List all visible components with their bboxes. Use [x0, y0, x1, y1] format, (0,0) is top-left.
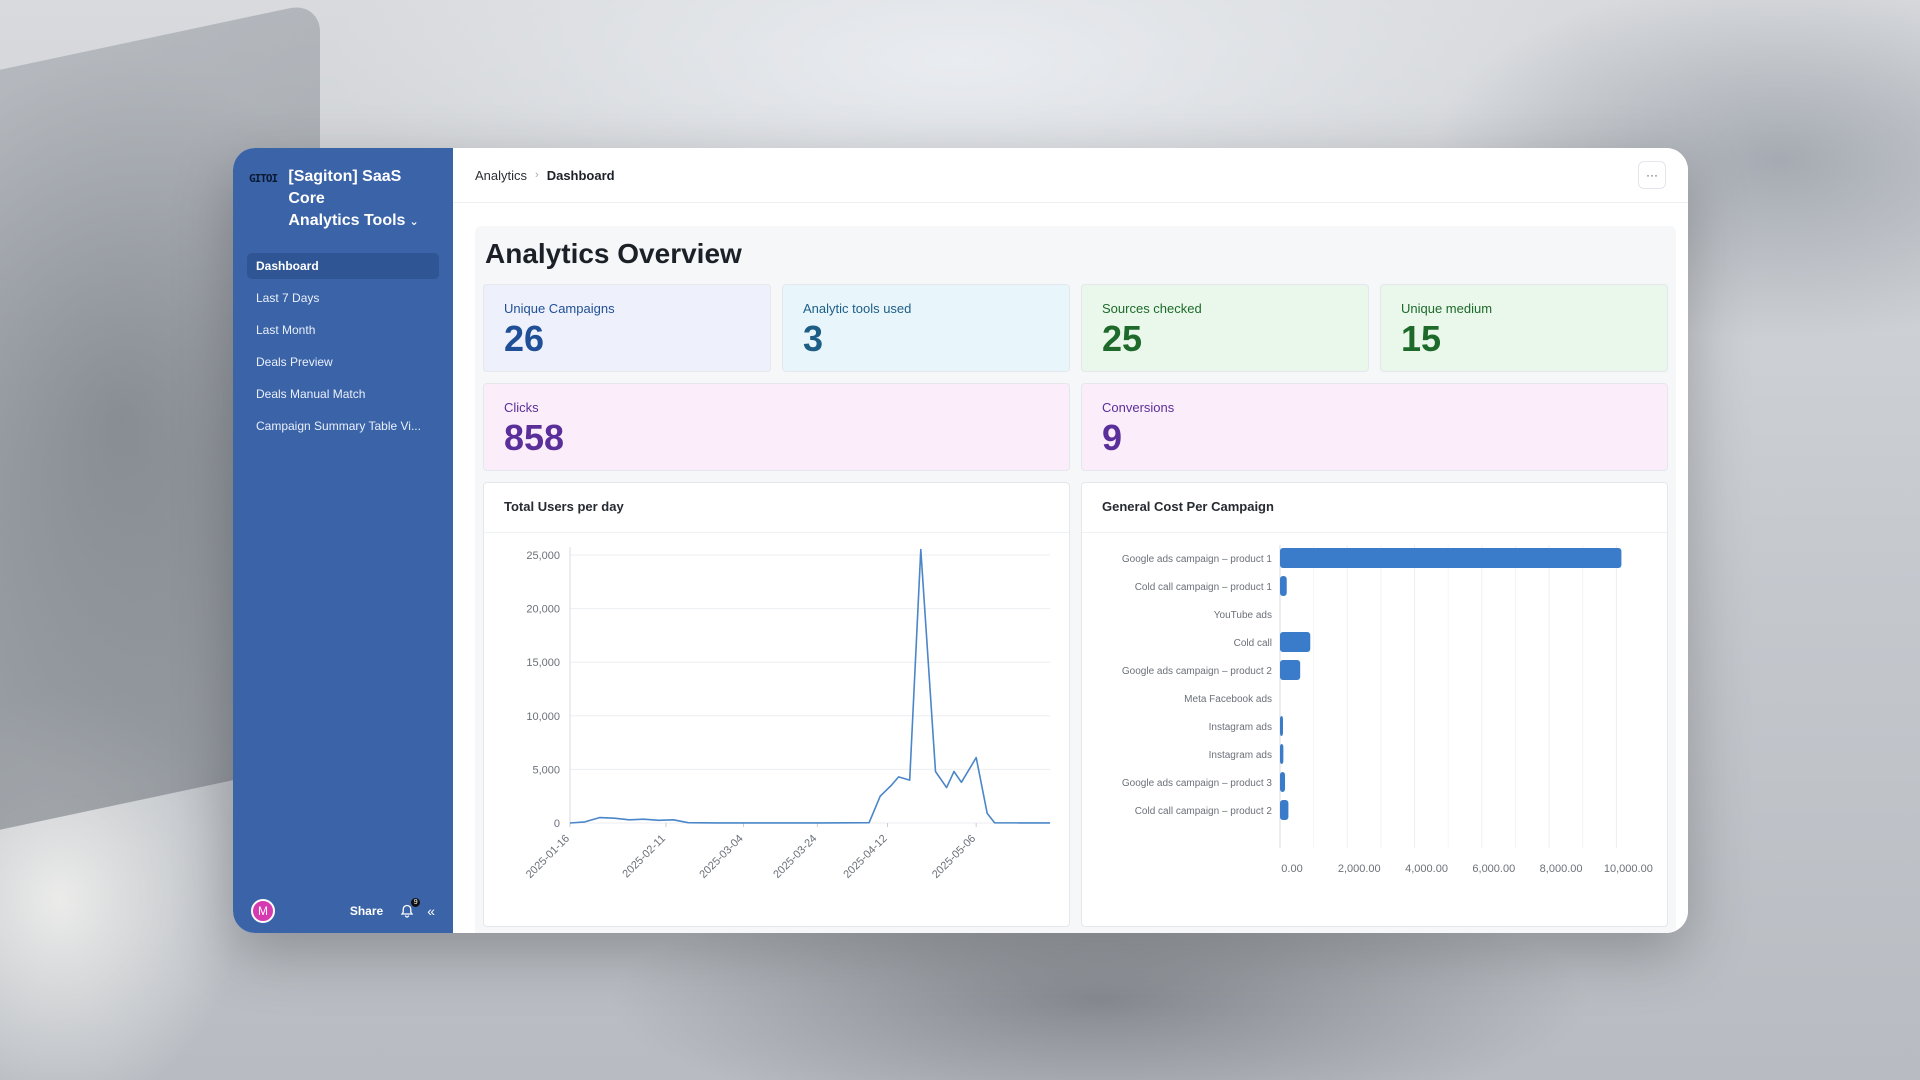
sidebar-item-campaign-summary-table-vi[interactable]: Campaign Summary Table Vi...	[256, 419, 421, 433]
sidebar-item-deals-manual-match[interactable]: Deals Manual Match	[256, 387, 366, 401]
bar[interactable]	[1280, 772, 1286, 792]
category-label: Cold call campaign – product 2	[1135, 806, 1273, 817]
x-tick-label: 2025-04-12	[841, 833, 889, 881]
series-line	[569, 548, 1050, 824]
sidebar-item-deals-preview[interactable]: Deals Preview	[256, 355, 333, 369]
sidebar-item-last-7-days[interactable]: Last 7 Days	[256, 291, 320, 305]
bar[interactable]	[1280, 632, 1311, 652]
bell-icon[interactable]: 9	[399, 897, 421, 919]
bar[interactable]	[1280, 716, 1283, 736]
y-tick-label: 25,000	[526, 550, 560, 562]
category-label: Instagram ads	[1209, 722, 1272, 733]
x-tick-label: 2025-05-06	[930, 833, 978, 881]
x-tick-label: 2025-03-04	[697, 833, 745, 881]
workspace-logo: GITOI	[249, 172, 278, 185]
category-label: Cold call	[1234, 638, 1272, 649]
chart-title: General Cost Per Campaign	[1082, 483, 1667, 533]
stat-clicks[interactable]: Clicks 858	[483, 383, 1070, 471]
category-label: YouTube ads	[1214, 610, 1272, 621]
category-label: Google ads campaign – product 1	[1122, 554, 1273, 565]
x-tick-label: 2,000.00	[1338, 863, 1381, 875]
topbar: Analytics › Dashboard ···	[453, 148, 1688, 203]
chevron-right-icon: ›	[535, 169, 539, 181]
app-window: GITOI [Sagiton] SaaS Core Analytics Tool…	[233, 148, 1688, 933]
stat-value: 25	[1102, 318, 1143, 359]
stat-row-1: Unique Campaigns 26 Analytic tools used …	[483, 284, 1668, 372]
category-label: Meta Facebook ads	[1184, 694, 1272, 705]
y-tick-label: 0	[554, 818, 560, 830]
y-tick-label: 10,000	[526, 711, 560, 723]
page-title: Analytics Overview	[485, 238, 742, 269]
double-chevron-left-icon[interactable]: «	[427, 902, 435, 919]
stat-value: 26	[504, 318, 545, 359]
sidebar: GITOI [Sagiton] SaaS Core Analytics Tool…	[233, 148, 453, 933]
x-tick-label: 2025-03-24	[771, 833, 819, 881]
bar[interactable]	[1280, 744, 1284, 764]
workspace-switcher[interactable]: GITOI [Sagiton] SaaS Core Analytics Tool…	[233, 148, 453, 233]
notification-badge: 9	[411, 897, 421, 907]
bell-icon-graphic	[400, 904, 414, 918]
chevron-down-icon: ⌄	[409, 216, 419, 228]
avatar[interactable]: M	[251, 898, 275, 923]
breadcrumb-current: Dashboard	[546, 167, 615, 183]
workspace-title-line2-wrap: Analytics Tools ⌄	[288, 210, 439, 233]
stat-label: Sources checked	[1102, 301, 1202, 316]
chart-row: Total Users per day 25,000 20,000 15,000 10…	[483, 482, 1668, 927]
users-per-day-chart: Total Users per day 25,000 20,000 15,000 10…	[483, 482, 1070, 927]
x-tick-label: 10,000.00	[1604, 863, 1653, 875]
stat-unique-campaigns[interactable]: Unique Campaigns 26	[483, 284, 771, 372]
x-tick-label: 0.00	[1281, 863, 1302, 875]
category-label: Instagram ads	[1209, 750, 1272, 761]
chart-title: Total Users per day	[484, 483, 1069, 533]
stat-value: 15	[1401, 318, 1442, 359]
sidebar-nav: Dashboard Last 7 Days Last Month Deals Prev…	[233, 253, 453, 439]
category-label: Google ads campaign – product 2	[1122, 666, 1273, 677]
x-tick-label: 6,000.00	[1472, 863, 1515, 875]
x-tick-label: 8,000.00	[1540, 863, 1583, 875]
y-tick-label: 15,000	[526, 657, 560, 669]
workspace-title: [Sagiton] SaaS Core Analytics Tools ⌄	[288, 166, 439, 233]
stat-label: Conversions	[1102, 400, 1175, 415]
breadcrumb-root[interactable]: Analytics	[475, 167, 528, 183]
stat-value: 858	[504, 417, 565, 458]
bar[interactable]	[1280, 548, 1622, 568]
stat-unique-medium[interactable]: Unique medium 15	[1380, 284, 1668, 372]
stat-label: Unique Campaigns	[504, 301, 615, 316]
workspace-title-line2: Analytics Tools	[288, 212, 406, 229]
dashboard-content: Analytics Overview Unique Campaigns 26 A…	[475, 226, 1676, 933]
stat-label: Analytic tools used	[803, 301, 912, 316]
line-chart-svg: 25,000 20,000 15,000 10,000 5,000 0 2025-01-16…	[524, 547, 1050, 881]
sidebar-item-dashboard[interactable]: Dashboard	[247, 253, 439, 279]
y-tick-label: 5,000	[532, 764, 560, 776]
stat-conversions[interactable]: Conversions 9	[1081, 383, 1668, 471]
sidebar-item-last-month[interactable]: Last Month	[256, 323, 316, 337]
stat-sources-checked[interactable]: Sources checked 25	[1081, 284, 1369, 372]
stat-label: Clicks	[504, 400, 539, 415]
workspace-title-line1: [Sagiton] SaaS Core	[288, 168, 402, 207]
main-area: Analytics › Dashboard ··· Analytics Over…	[453, 148, 1688, 933]
stat-label: Unique medium	[1401, 301, 1493, 316]
stat-analytic-tools[interactable]: Analytic tools used 3	[782, 284, 1070, 372]
y-tick-label: 20,000	[526, 604, 560, 616]
stat-value: 3	[803, 318, 824, 359]
bar-chart-svg: 0.00 2,000.00 4,000.00 6,000.00 8,000.00 10,0…	[1122, 545, 1653, 875]
bar[interactable]	[1280, 576, 1287, 596]
sidebar-footer: M Share 9 «	[233, 888, 453, 933]
x-tick-label: 2025-01-16	[524, 833, 572, 881]
more-options-button[interactable]: ···	[1638, 161, 1666, 189]
x-tick-label: 4,000.00	[1405, 863, 1448, 875]
bar[interactable]	[1280, 800, 1289, 820]
stat-value: 9	[1102, 417, 1123, 458]
x-tick-label: 2025-02-11	[620, 833, 668, 881]
category-label: Cold call campaign – product 1	[1135, 582, 1273, 593]
stat-row-2: Clicks 858 Conversions 9	[483, 383, 1668, 471]
bar[interactable]	[1280, 660, 1301, 680]
category-label: Google ads campaign – product 3	[1122, 778, 1273, 789]
share-button[interactable]: Share	[349, 903, 384, 918]
cost-per-campaign-chart: General Cost Per Campaign 0.00 2,000.00 4,…	[1081, 482, 1668, 927]
